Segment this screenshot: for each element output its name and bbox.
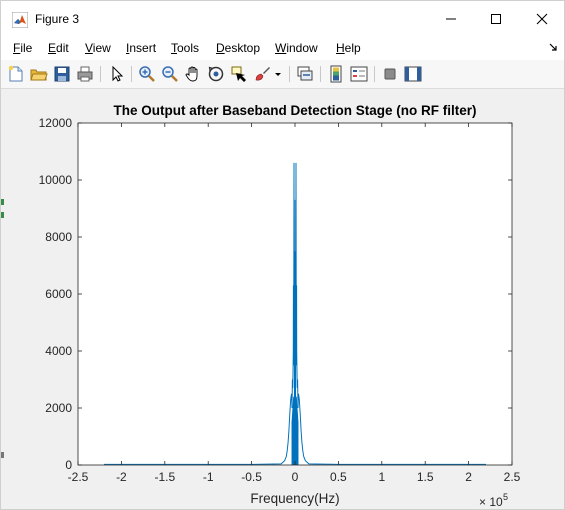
insert-legend-icon[interactable] [350,65,368,83]
link-plot-icon[interactable] [296,65,314,83]
brush-icon[interactable] [253,65,271,83]
y-tick-label: 0 [65,458,72,472]
show-plot-tools-icon[interactable] [404,65,422,83]
menu-file[interactable]: File [13,41,32,55]
chart-title: The Output after Baseband Detection Stag… [113,103,476,118]
x-axis-label: Frequency(Hz) [250,491,339,506]
left-edge-artifact [1,452,4,458]
toolbar-separator [131,66,132,82]
menu-help-key: H [336,41,345,55]
menu-insert[interactable]: Insert [126,41,156,55]
y-tick-label: 8000 [45,230,72,244]
print-icon[interactable] [76,65,94,83]
menu-view-key: V [85,41,93,55]
menu-edit-key: E [48,41,57,55]
title-bar[interactable]: Figure 3 [1,1,564,37]
hide-plot-tools-icon[interactable] [381,65,399,83]
x-tick-label: 2 [465,470,472,484]
menu-desktop-rest: esktop [224,41,261,55]
menu-file-rest: ile [20,41,33,55]
series-dense-core-0 [291,396,299,465]
toolbar-separator [289,66,290,82]
y-ticks: 0 2000 4000 6000 8000 10000 12000 [39,116,512,472]
brush-dropdown-icon[interactable] [273,65,283,83]
menu-window-key: W [275,41,287,55]
maximize-button[interactable] [473,1,519,37]
toolbar-separator [320,66,321,82]
menu-help[interactable]: Help [336,41,361,55]
zoom-out-icon[interactable] [161,65,179,83]
menu-desktop[interactable]: Desktop [216,41,260,55]
x-tick-label: 1 [378,470,385,484]
minimize-icon [446,18,456,20]
rotate-3d-icon[interactable] [207,65,225,83]
x-tick-label: -1 [203,470,214,484]
menu-bar: File Edit View Insert Tools Desktop Wind… [1,37,564,60]
y-tick-label: 2000 [45,401,72,415]
dock-arrow-icon[interactable] [549,43,558,52]
matlab-logo-icon [12,12,28,28]
menu-view[interactable]: View [85,41,111,55]
menu-tools-rest: ools [177,41,200,55]
close-button[interactable] [519,1,564,37]
y-tick-label: 4000 [45,344,72,358]
edit-plot-arrow-icon[interactable] [108,65,126,83]
x-tick-label: -2.5 [68,470,89,484]
x-tick-label: -0.5 [241,470,262,484]
y-tick-label: 10000 [39,173,73,187]
y-tick-label: 12000 [39,116,73,130]
menu-window[interactable]: Window [275,41,318,55]
y-tick-label: 6000 [45,287,72,301]
menu-window-rest: indow [286,41,318,55]
left-edge-artifact [1,199,4,205]
menu-insert-rest: nsert [129,41,157,55]
figure-canvas-area: -2.5 -2 -1.5 -1 -0.5 0 0.5 1 1.5 2 2.5 0 2000 4000 60… [1,89,564,509]
menu-edit[interactable]: Edit [48,41,69,55]
plot-canvas[interactable]: -2.5 -2 -1.5 -1 -0.5 0 0.5 1 1.5 2 2.5 0 2000 4000 60… [1,89,564,509]
menu-edit-rest: dit [56,41,69,55]
menu-desktop-key: D [216,41,225,55]
window-title: Figure 3 [35,12,80,26]
x-tick-label: 0.5 [330,470,347,484]
left-edge-artifact [1,212,4,218]
menu-tools[interactable]: Tools [171,41,199,55]
insert-colorbar-icon[interactable] [327,65,345,83]
save-icon[interactable] [53,65,71,83]
x-tick-label: -1.5 [154,470,175,484]
open-file-icon[interactable] [30,65,48,83]
x-tick-label: 1.5 [417,470,434,484]
zoom-in-icon[interactable] [138,65,156,83]
x-axis-exponent-label: × 10 [479,495,503,509]
series-group [104,162,486,465]
x-tick-label: 2.5 [504,470,521,484]
x-axis-exponent-power: 5 [503,492,508,502]
maximize-icon [491,14,501,24]
x-ticks: -2.5 -2 -1.5 -1 -0.5 0 0.5 1 1.5 2 2.5 [68,123,521,484]
menu-view-rest: iew [92,41,111,55]
x-tick-label: 0 [292,470,299,484]
menu-tools-key: T [171,41,177,55]
new-figure-icon[interactable] [7,65,25,83]
toolbar-separator [374,66,375,82]
toolbar-separator [100,66,101,82]
menu-insert-key: I [126,41,130,55]
minimize-button[interactable] [428,1,474,37]
pan-hand-icon[interactable] [184,65,202,83]
data-cursor-icon[interactable] [230,65,248,83]
menu-file-key: F [13,41,21,55]
close-icon [536,13,548,25]
figure-toolbar [1,60,564,89]
x-tick-label: -2 [116,470,127,484]
menu-help-rest: elp [344,41,361,55]
